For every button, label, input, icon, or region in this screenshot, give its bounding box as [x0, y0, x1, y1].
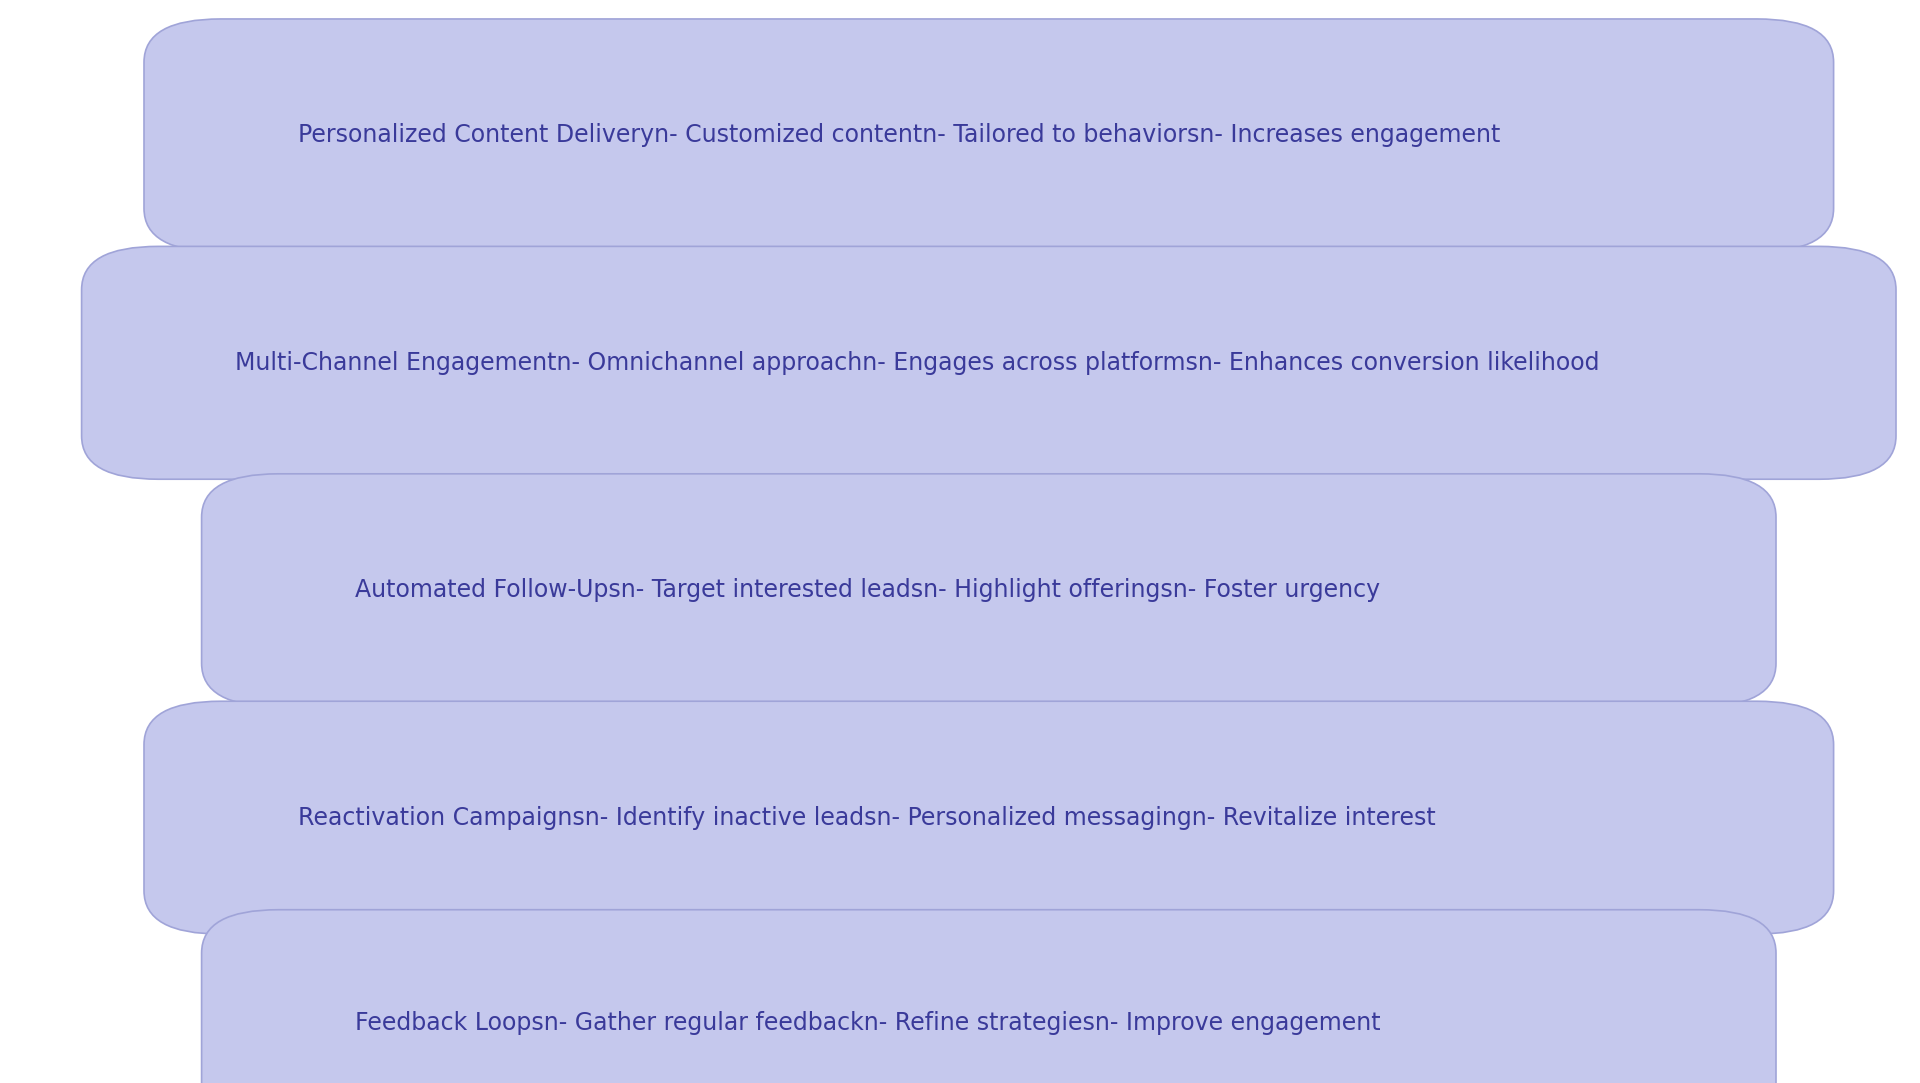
- Text: Reactivation Campaignsn- Identify inactive leadsn- Personalized messagingn- Revi: Reactivation Campaignsn- Identify inacti…: [298, 806, 1436, 830]
- FancyBboxPatch shape: [202, 910, 1776, 1083]
- Text: Feedback Loopsn- Gather regular feedbackn- Refine strategiesn- Improve engagemen: Feedback Loopsn- Gather regular feedback…: [355, 1012, 1380, 1035]
- FancyBboxPatch shape: [202, 474, 1776, 706]
- FancyBboxPatch shape: [144, 19, 1834, 252]
- FancyBboxPatch shape: [83, 247, 1895, 479]
- FancyBboxPatch shape: [144, 702, 1834, 934]
- Text: Automated Follow-Upsn- Target interested leadsn- Highlight offeringsn- Foster ur: Automated Follow-Upsn- Target interested…: [355, 578, 1380, 602]
- Text: Personalized Content Deliveryn- Customized contentn- Tailored to behaviorsn- Inc: Personalized Content Deliveryn- Customiz…: [298, 123, 1500, 147]
- Text: Multi-Channel Engagementn- Omnichannel approachn- Engages across platformsn- Enh: Multi-Channel Engagementn- Omnichannel a…: [236, 351, 1599, 375]
